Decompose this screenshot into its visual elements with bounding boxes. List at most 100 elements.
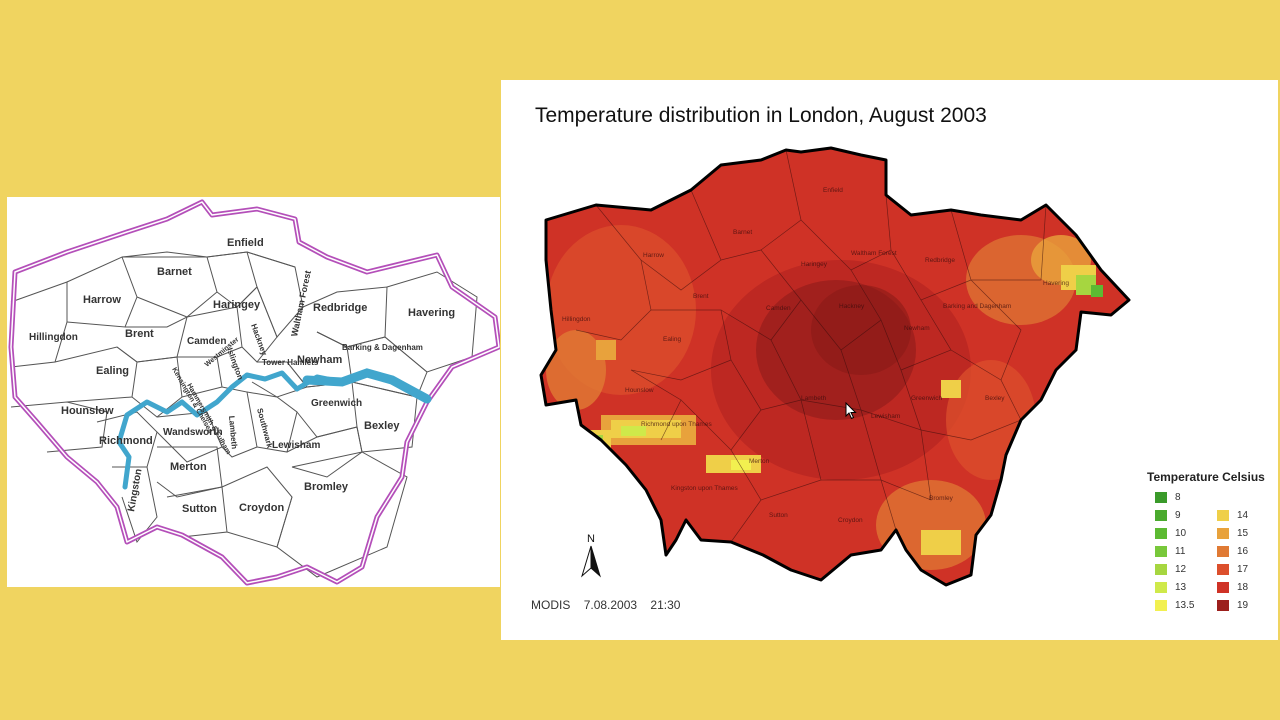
legend-item: 12 (1155, 564, 1186, 578)
temp-label-lambeth: Lambeth (801, 395, 827, 402)
label-hackney: Hackney (249, 323, 269, 358)
label-waltham-forest: Waltham Forest (289, 270, 313, 338)
legend-label: 13.5 (1175, 600, 1195, 612)
legend-label: 8 (1175, 492, 1181, 504)
legend-item: 9 (1155, 510, 1181, 524)
temp-label-barking-dagenham: Barking and Dagenham (943, 303, 1011, 310)
label-haringey: Haringey (213, 299, 261, 311)
legend-swatch (1155, 600, 1167, 611)
label-newham: Newham (297, 354, 342, 366)
legend-swatch (1217, 564, 1229, 575)
north-arrow-icon: N (581, 533, 601, 578)
temp-label-sutton: Sutton (769, 512, 788, 519)
legend-label: 18 (1237, 582, 1249, 594)
label-hounslow: Hounslow (61, 405, 114, 417)
label-enfield: Enfield (227, 237, 264, 249)
label-ealing: Ealing (96, 365, 129, 377)
footer-time: 21:30 (650, 598, 681, 612)
label-barking-dagenham: Barking & Dagenham (342, 343, 423, 352)
legend-swatch (1217, 528, 1229, 539)
temp-label-hounslow: Hounslow (625, 387, 654, 394)
temp-label-enfield: Enfield (823, 187, 843, 194)
borough-map: Enfield Barnet Harrow Haringey Waltham F… (8, 199, 500, 586)
label-redbridge: Redbridge (313, 302, 367, 314)
label-greenwich: Greenwich (311, 398, 362, 409)
legend-label: 15 (1237, 528, 1249, 540)
label-hillingdon: Hillingdon (29, 332, 78, 343)
temp-label-ealing: Ealing (663, 336, 681, 343)
label-lambeth: Lambeth (227, 415, 239, 449)
legend-item: 8 (1155, 492, 1181, 506)
legend-swatch (1217, 546, 1229, 557)
temp-label-havering: Havering (1043, 280, 1069, 287)
temp-label-newham: Newham (904, 325, 930, 332)
legend-label: 9 (1175, 510, 1181, 522)
label-kensington-chelsea: Kensington & Chelsea (170, 367, 213, 435)
label-brent: Brent (125, 328, 154, 340)
river-thames-estuary (302, 368, 432, 404)
label-croydon: Croydon (239, 502, 285, 514)
map-footer: MODIS 7.08.2003 21:30 (531, 598, 690, 612)
legend-label: 17 (1237, 564, 1249, 576)
temp-label-bexley: Bexley (985, 395, 1005, 402)
temp-label-camden: Camden (766, 305, 791, 312)
legend-swatch (1155, 528, 1167, 539)
temp-label-kingston: Kingston upon Thames (671, 485, 738, 492)
legend-swatch (1155, 582, 1167, 593)
outer-boundary (8, 199, 500, 586)
temp-label-brent: Brent (693, 293, 709, 300)
temperature-legend: Temperature Celsius 8 9 10 11 12 13 13.5… (1147, 470, 1277, 620)
label-richmond: Richmond (99, 435, 153, 447)
temp-label-haringey: Haringey (801, 261, 828, 268)
legend-swatch (1155, 510, 1167, 521)
temperature-map: Enfield Barnet Harrow Haringey Waltham F… (539, 146, 1131, 587)
borough-map-panel: Enfield Barnet Harrow Haringey Waltham F… (7, 197, 500, 587)
temp-label-hillingdon: Hillingdon (562, 316, 591, 323)
north-arrow: N (579, 532, 603, 580)
footer-source: MODIS (531, 598, 571, 612)
mouse-cursor-icon (845, 401, 857, 420)
legend-label: 12 (1175, 564, 1187, 576)
north-label: N (587, 533, 595, 545)
label-havering: Havering (408, 307, 455, 319)
label-tower-hamlets: Tower Hamlets (262, 358, 319, 367)
legend-label: 14 (1237, 510, 1249, 522)
label-bexley: Bexley (364, 420, 400, 432)
label-bromley: Bromley (304, 481, 349, 493)
outer-boundary-inner (10, 201, 500, 584)
temp-label-bromley: Bromley (929, 495, 954, 502)
label-sutton: Sutton (182, 503, 217, 515)
legend-label: 13 (1175, 582, 1187, 594)
legend-item: 14 (1217, 510, 1248, 524)
borough-boundaries (10, 251, 478, 578)
temp-label-richmond: Richmond upon Thames (641, 421, 712, 428)
legend-item: 11 (1155, 546, 1185, 560)
legend-swatch (1155, 564, 1167, 575)
legend-item: 15 (1217, 528, 1248, 542)
legend-label: 11 (1175, 546, 1186, 558)
legend-swatch (1217, 582, 1229, 593)
legend-item: 13 (1155, 582, 1186, 596)
legend-swatch (1217, 600, 1229, 611)
legend-item: 18 (1217, 582, 1248, 596)
legend-swatch (1217, 510, 1229, 521)
temp-label-hackney: Hackney (839, 303, 865, 310)
temp-label-merton: Merton (749, 458, 770, 465)
temp-label-redbridge: Redbridge (925, 257, 955, 264)
label-camden: Camden (187, 336, 226, 347)
temp-label-harrow: Harrow (643, 252, 664, 259)
legend-swatch (1155, 546, 1167, 557)
temp-label-barnet: Barnet (733, 229, 752, 236)
temp-label-croydon: Croydon (838, 517, 863, 524)
label-wandsworth: Wandsworth (163, 427, 223, 438)
legend-item: 13.5 (1155, 600, 1194, 614)
legend-swatch (1155, 492, 1167, 503)
edge-strip (1274, 0, 1280, 720)
legend-label: 16 (1237, 546, 1249, 558)
legend-item: 10 (1155, 528, 1186, 542)
label-barnet: Barnet (157, 266, 192, 278)
map-title: Temperature distribution in London, Augu… (535, 104, 987, 127)
temp-map-boundaries (575, 149, 1047, 543)
temp-label-greenwich: Greenwich (911, 395, 942, 402)
label-merton: Merton (170, 461, 207, 473)
